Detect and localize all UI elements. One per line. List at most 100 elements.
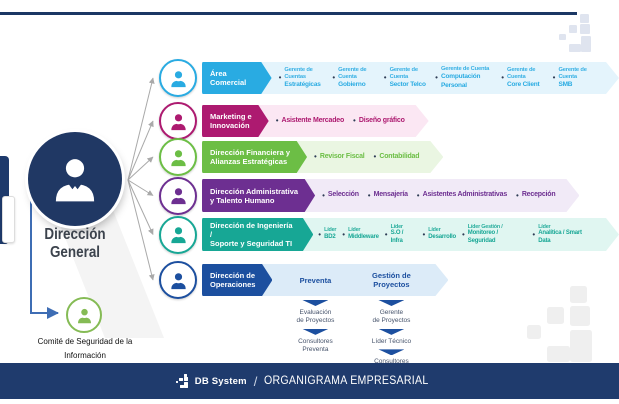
item-bullet: •: [318, 229, 322, 239]
pixel-square: [568, 24, 578, 34]
fan-line: [127, 77, 155, 181]
director-circle: [28, 132, 122, 226]
item-line-1: Gerente de Cuentas: [284, 66, 313, 80]
row-item: • Gerente de Cuenta Computación Personal: [435, 66, 492, 89]
item-line-2: Desarrollo: [428, 234, 456, 241]
item-bullet: •: [532, 229, 536, 239]
item-line-2: SMB: [558, 81, 573, 89]
item-line-1: Líder: [390, 223, 403, 230]
row-item: • Gerente de Cuenta Sector Telco: [384, 67, 426, 90]
ops-column-header: Preventa: [299, 275, 332, 285]
item-line-1: Gerente de Cuenta: [558, 66, 587, 80]
item-line-1: Gerente de Cuenta: [338, 66, 367, 80]
item-line-2: Monitoreo / Seguridad: [467, 230, 498, 244]
row-items: • Selección • Mensajería • Asistentes Adminis…: [322, 191, 555, 200]
pixel-square: [559, 33, 566, 41]
security-committee-circle: [66, 297, 102, 333]
row-item: • Diseño gráfico: [353, 117, 405, 126]
person-icon: [168, 111, 189, 132]
item-line-2: Gobierno: [338, 81, 366, 89]
item-bullet: •: [383, 72, 387, 82]
row-label: Dirección de Operaciones: [202, 263, 272, 297]
item-text: Líder Desarrollo: [428, 227, 456, 241]
edge-card: [2, 196, 15, 243]
item-line-1: Líder: [428, 227, 441, 234]
item-text: Líder Middleware: [348, 227, 379, 241]
row-items: • Asistente Mercadeo • Diseño gráfico: [276, 117, 405, 126]
row-item: • Gerente de Cuenta SMB: [553, 67, 595, 90]
item-text: Diseño gráfico: [359, 117, 405, 126]
row-items: • Líder BD2 • Líder Middleware • Líder S.O / Inf…: [318, 224, 595, 246]
org-row-marketing-innovacion: Marketing e Innovación • Asistente Mercade…: [159, 102, 429, 140]
pixel-square: [547, 346, 571, 363]
ops-column-1: Evaluación de Proyectos Consultores Preve…: [282, 297, 348, 355]
row-band: Dirección de Ingeniería / Soporte y Segu…: [202, 218, 619, 251]
pixel-square: [183, 381, 188, 388]
person-icon: [168, 185, 189, 206]
item-line-1: Líder: [538, 223, 551, 230]
item-text: Gerente de Cuentas Estratégicas: [284, 67, 323, 90]
row-items: • Revisor Fiscal • Contabilidad: [314, 153, 419, 162]
security-committee-label: Comité de Seguridad de la Información: [37, 337, 133, 360]
row-avatar: [159, 215, 197, 254]
chevron-down-icon: [378, 349, 405, 356]
item-text: Gerente de Cuenta Sector Telco: [390, 67, 427, 90]
row-label: Dirección Administrativa y Talento Human…: [202, 178, 315, 213]
row-band: Dirección de Operaciones Preventa Gestión …: [202, 264, 448, 296]
footer-brand-icon: [175, 373, 190, 389]
item-line-1: Gerente de Cuenta: [507, 66, 536, 80]
item-bullet: •: [416, 190, 420, 200]
item-bullet: •: [422, 229, 426, 239]
item-bullet: •: [384, 229, 388, 239]
item-bullet: •: [332, 72, 336, 82]
chevron-down-icon: [302, 328, 329, 335]
footer-brand-name: DB System: [194, 375, 247, 387]
item-bullet: •: [367, 190, 371, 200]
item-line-1: Gerente de Cuenta: [389, 66, 418, 80]
fan-line: [127, 120, 154, 181]
chevron-down-icon: [378, 328, 405, 335]
item-line-2: Middleware: [348, 234, 379, 241]
item-text: Líder Analítica / Smart Data: [538, 224, 595, 246]
pixel-square: [183, 373, 187, 377]
item-line-1: Gerente de Cuenta: [440, 66, 490, 73]
person-icon: [75, 306, 94, 325]
item-bullet: •: [461, 229, 465, 239]
item-bullet: •: [278, 72, 282, 82]
ops-item: Consultores Preventa: [298, 337, 333, 354]
ops-item: Consultores: [374, 358, 409, 366]
item-line-2: Selección: [327, 191, 359, 199]
item-text: Recepción: [522, 191, 556, 200]
item-bullet: •: [552, 72, 556, 82]
person-icon: [168, 224, 189, 245]
row-avatar: [159, 138, 197, 176]
ops-item: Evaluación de Proyectos: [296, 309, 335, 325]
item-text: Gerente de Cuenta Gobierno: [338, 67, 375, 90]
item-text: Selección: [328, 191, 359, 200]
fan-line: [127, 156, 154, 181]
item-bullet: •: [373, 152, 377, 161]
row-item: • Líder Middleware: [342, 227, 379, 241]
chevron-down-icon: [302, 300, 329, 306]
org-row-direccion-financiera: Dirección Financiera y Alianzas Estratég…: [159, 138, 443, 176]
pixel-square: [580, 23, 591, 34]
row-item: • Selección: [322, 191, 359, 200]
row-item: • Asistentes Administrativas: [417, 191, 507, 200]
row-band: Marketing e Innovación • Asistente Mercade…: [202, 105, 429, 137]
row-label: Dirección de Ingeniería / Soporte y Segu…: [202, 217, 313, 252]
item-text: Gerente de Cuenta SMB: [558, 67, 595, 90]
item-text: Asistentes Administrativas: [423, 191, 507, 200]
footer-bar: DB System / ORGANIGRAMA EMPRESARIAL: [0, 363, 619, 399]
item-line-1: Líder: [324, 227, 337, 234]
person-suit-icon: [55, 159, 95, 202]
item-line-2: Computación Personal: [440, 73, 481, 89]
row-band: Área Comercial • Gerente de Cuentas Estraté…: [202, 62, 619, 94]
row-avatar: [159, 261, 197, 299]
pixel-square: [580, 36, 592, 53]
ops-item: Líder Técnico: [371, 337, 412, 345]
row-item: • Líder Analítica / Smart Data: [532, 224, 595, 246]
org-row-direccion-ingenieria: Dirección de Ingeniería / Soporte y Segu…: [159, 215, 619, 254]
item-line-2: BD2: [324, 234, 336, 241]
chevron-down-icon: [378, 300, 405, 306]
item-text: Líder Gestión / Monitoreo / Seguridad: [468, 224, 527, 246]
